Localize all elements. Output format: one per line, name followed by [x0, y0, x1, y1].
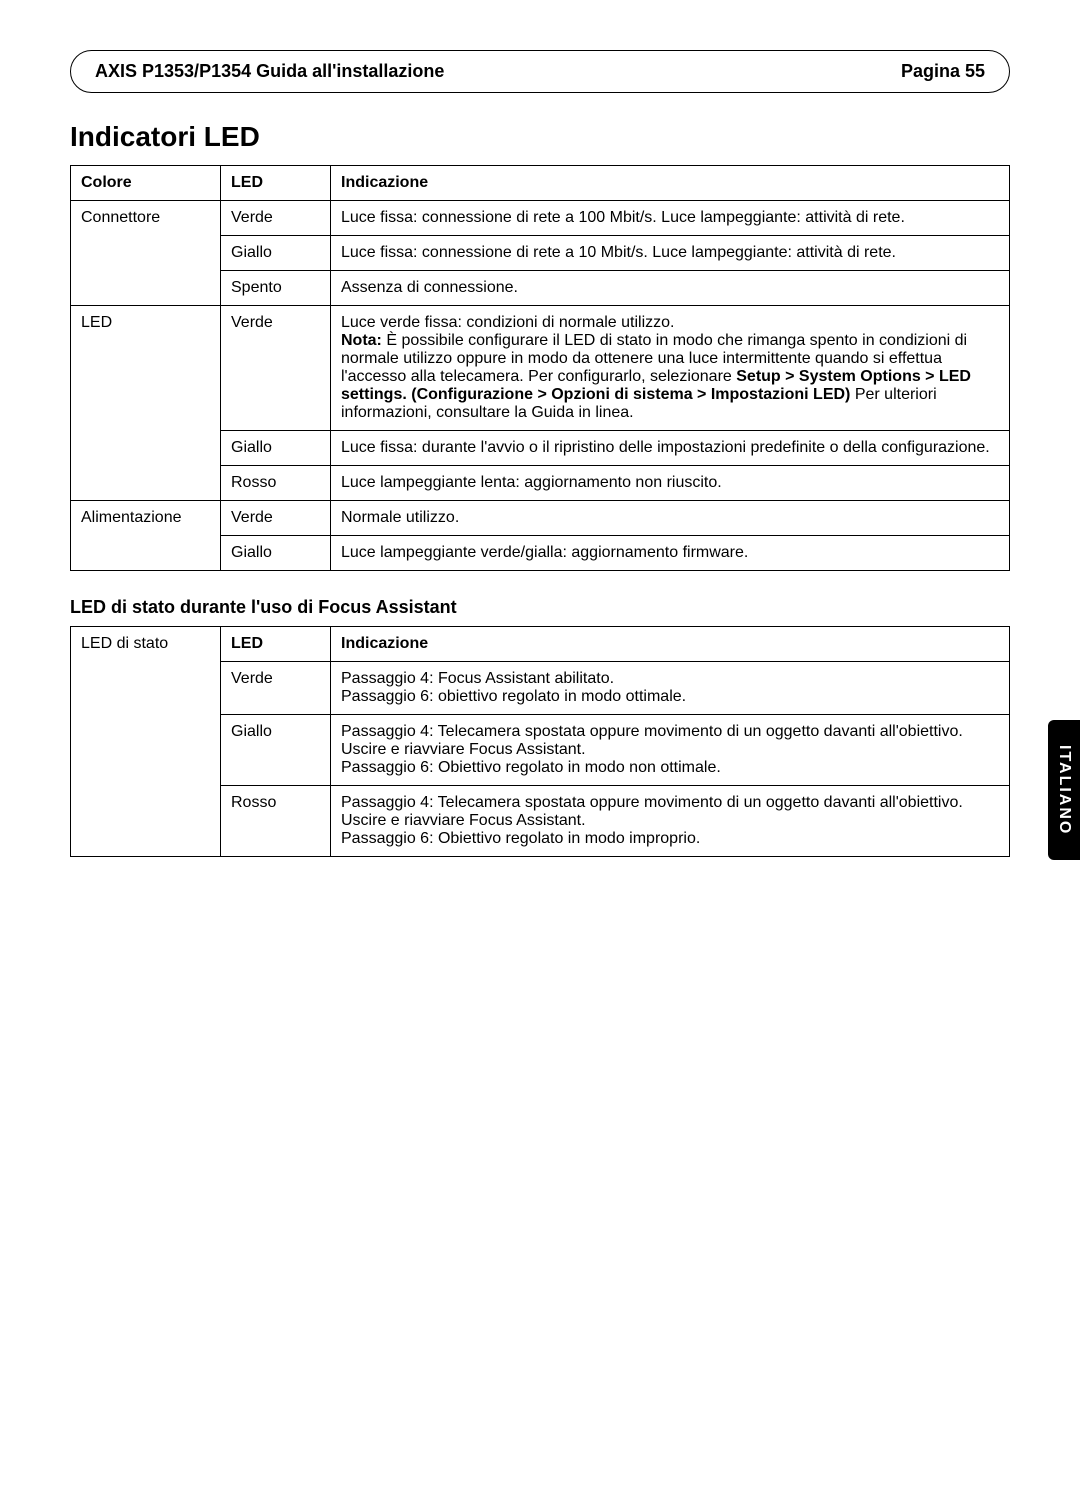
table-row: LED di stato LED Indicazione — [71, 627, 1010, 662]
cell-ind: Assenza di connessione. — [331, 271, 1010, 306]
header-title: AXIS P1353/P1354 Guida all'installazione — [95, 61, 444, 82]
col-led: LED — [221, 166, 331, 201]
col-led-header: LED — [231, 635, 263, 652]
cell-group-label: Connettore — [71, 201, 221, 306]
col-indicazione: Indicazione — [331, 166, 1010, 201]
cell-ind: Luce lampeggiante lenta: aggiornamento n… — [331, 466, 1010, 501]
cell-led: Giallo — [221, 431, 331, 466]
cell-ind: Luce lampeggiante verde/gialla: aggiorna… — [331, 536, 1010, 571]
cell-led: Spento — [221, 271, 331, 306]
table-header-row: Colore LED Indicazione — [71, 166, 1010, 201]
cell-ind: Passaggio 4: Telecamera spostata oppure … — [331, 786, 1010, 857]
cell-led: Giallo — [221, 536, 331, 571]
cell-led: Giallo — [221, 715, 331, 786]
page: AXIS P1353/P1354 Guida all'installazione… — [0, 0, 1080, 1512]
col-ind-header: Indicazione — [341, 635, 428, 652]
table-focus-assistant: LED di stato LED Indicazione Verde Passa… — [70, 626, 1010, 857]
cell-ind: Passaggio 4: Telecamera spostata oppure … — [331, 715, 1010, 786]
cell-ind: Luce fissa: connessione di rete a 10 Mbi… — [331, 236, 1010, 271]
section2-title: LED di stato durante l'uso di Focus Assi… — [70, 597, 1010, 618]
section1-title: Indicatori LED — [70, 121, 1010, 153]
cell-led: Rosso — [221, 466, 331, 501]
cell-ind: Indicazione — [331, 627, 1010, 662]
cell-group-label: Alimentazione — [71, 501, 221, 571]
cell-led: Verde — [221, 501, 331, 536]
table-row: Connettore Verde Luce fissa: connessione… — [71, 201, 1010, 236]
cell-ind: Luce fissa: durante l'avvio o il riprist… — [331, 431, 1010, 466]
cell-led: LED — [221, 627, 331, 662]
header-bar: AXIS P1353/P1354 Guida all'installazione… — [70, 50, 1010, 93]
cell-led: Giallo — [221, 236, 331, 271]
cell-led: Verde — [221, 201, 331, 236]
header-page-label: Pagina 55 — [901, 61, 985, 82]
cell-ind: Luce verde fissa: condizioni di normale … — [331, 306, 1010, 431]
table-row: LED Verde Luce verde fissa: condizioni d… — [71, 306, 1010, 431]
cell-group-label: LED — [71, 306, 221, 501]
cell-led: Verde — [221, 662, 331, 715]
cell-ind: Passaggio 4: Focus Assistant abilitato.P… — [331, 662, 1010, 715]
cell-group-label: LED di stato — [71, 627, 221, 857]
language-tab: ITALIANO — [1048, 720, 1080, 860]
cell-ind: Luce fissa: connessione di rete a 100 Mb… — [331, 201, 1010, 236]
cell-ind: Normale utilizzo. — [331, 501, 1010, 536]
col-colore: Colore — [71, 166, 221, 201]
table-indicatori-led: Colore LED Indicazione Connettore Verde … — [70, 165, 1010, 571]
table-row: Alimentazione Verde Normale utilizzo. — [71, 501, 1010, 536]
cell-led: Verde — [221, 306, 331, 431]
cell-led: Rosso — [221, 786, 331, 857]
